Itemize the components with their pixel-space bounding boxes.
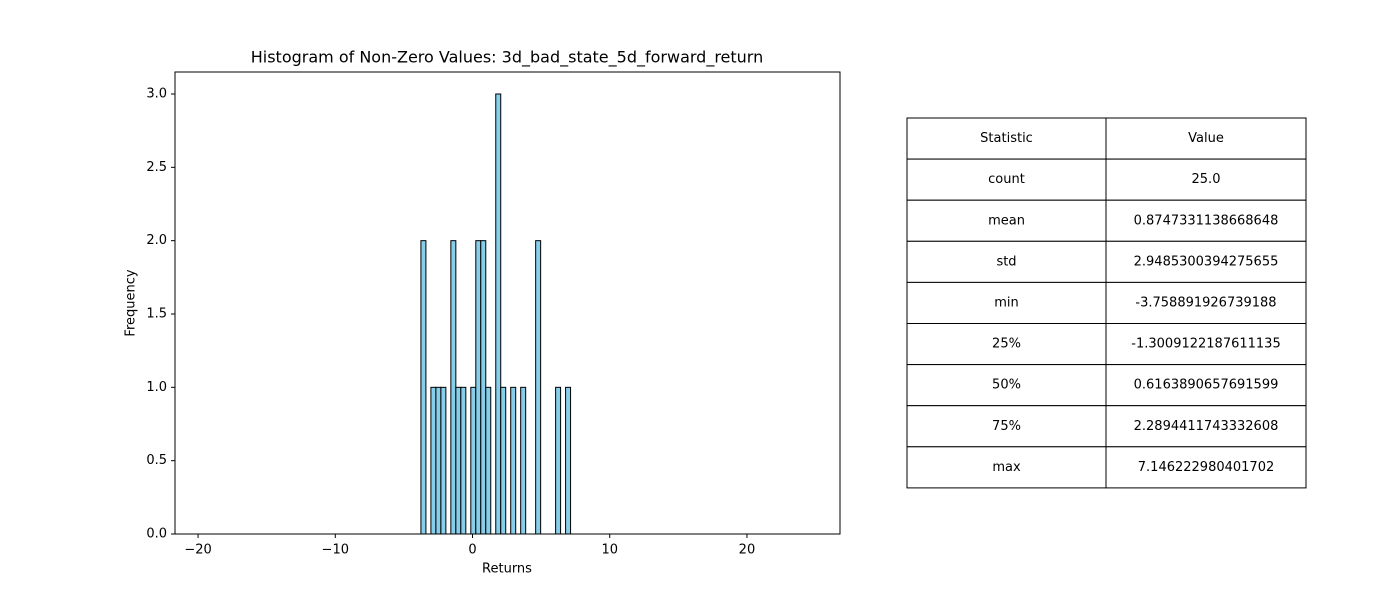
histogram-bar bbox=[420, 240, 427, 535]
histogram-bar bbox=[510, 386, 517, 535]
y-tick-label: 3.0 bbox=[146, 87, 167, 102]
histogram-bar bbox=[520, 386, 527, 535]
table-cell bbox=[1105, 281, 1307, 324]
histogram-bar bbox=[535, 240, 542, 535]
table-cell bbox=[906, 405, 1107, 448]
table-cell-text: min bbox=[994, 295, 1019, 310]
table-cell-text: -3.758891926739188 bbox=[1135, 295, 1276, 310]
table-header-text: Value bbox=[1188, 131, 1224, 146]
table-cell-text: mean bbox=[988, 213, 1025, 228]
y-tick-label: 2.0 bbox=[146, 233, 167, 248]
y-tick-label: 2.5 bbox=[146, 160, 167, 175]
table-cell-text: std bbox=[996, 254, 1016, 269]
table-cell bbox=[906, 281, 1107, 324]
table-cell-text: 75% bbox=[992, 419, 1021, 434]
table-cell bbox=[906, 446, 1107, 489]
histogram-bar bbox=[430, 386, 437, 535]
table-cell bbox=[906, 158, 1107, 201]
table-cell bbox=[1105, 240, 1307, 283]
plot-frame bbox=[174, 71, 841, 535]
table-cell-text: 25% bbox=[992, 337, 1021, 352]
histogram-bar bbox=[435, 386, 442, 535]
histogram-bar bbox=[495, 93, 502, 535]
y-tick-label: 1.5 bbox=[146, 307, 167, 322]
x-axis-label: Returns bbox=[482, 562, 532, 577]
x-tick-label: 10 bbox=[601, 543, 618, 558]
histogram-bar bbox=[485, 386, 492, 535]
table-cell-text: 0.6163890657691599 bbox=[1134, 378, 1279, 393]
y-tick-label: 0.5 bbox=[146, 453, 167, 468]
table-cell bbox=[1105, 405, 1307, 448]
table-cell-text: 2.2894411743332608 bbox=[1134, 419, 1279, 434]
histogram-bar bbox=[475, 240, 482, 535]
histogram-bar bbox=[480, 240, 487, 535]
histogram-bar bbox=[440, 386, 447, 535]
table-header-text: Statistic bbox=[980, 131, 1033, 146]
table-cell bbox=[1105, 199, 1307, 242]
chart-title: Histogram of Non-Zero Values: 3d_bad_sta… bbox=[251, 48, 764, 68]
table-cell-text: 25.0 bbox=[1192, 172, 1221, 187]
histogram-bar bbox=[455, 386, 462, 535]
table-cell-text: 7.146222980401702 bbox=[1138, 460, 1274, 475]
histogram-bar bbox=[460, 386, 467, 535]
table-cell-text: 2.9485300394275655 bbox=[1134, 254, 1279, 269]
y-tick-label: 0.0 bbox=[146, 527, 167, 542]
table-cell bbox=[1105, 117, 1307, 160]
table-cell-text: -1.3009122187611135 bbox=[1131, 337, 1280, 352]
table-cell-text: max bbox=[992, 460, 1021, 475]
table-cell-text: 50% bbox=[992, 378, 1021, 393]
histogram-bar bbox=[470, 386, 477, 535]
histogram-bar bbox=[555, 386, 562, 535]
x-tick-label: −10 bbox=[322, 543, 349, 558]
histogram-bar bbox=[450, 240, 457, 535]
x-tick-label: 0 bbox=[468, 543, 476, 558]
x-tick-label: 20 bbox=[739, 543, 756, 558]
histogram-bar bbox=[565, 386, 572, 535]
table-cell bbox=[1105, 446, 1307, 489]
table-cell bbox=[906, 323, 1107, 366]
y-axis-label: Frequency bbox=[124, 269, 139, 336]
x-tick-label: −20 bbox=[184, 543, 211, 558]
table-cell-text: count bbox=[988, 172, 1025, 187]
y-tick-label: 1.0 bbox=[146, 380, 167, 395]
table-cell bbox=[906, 117, 1107, 160]
histogram-bar bbox=[500, 386, 507, 535]
table-cell-text: 0.8747331138668648 bbox=[1134, 213, 1279, 228]
